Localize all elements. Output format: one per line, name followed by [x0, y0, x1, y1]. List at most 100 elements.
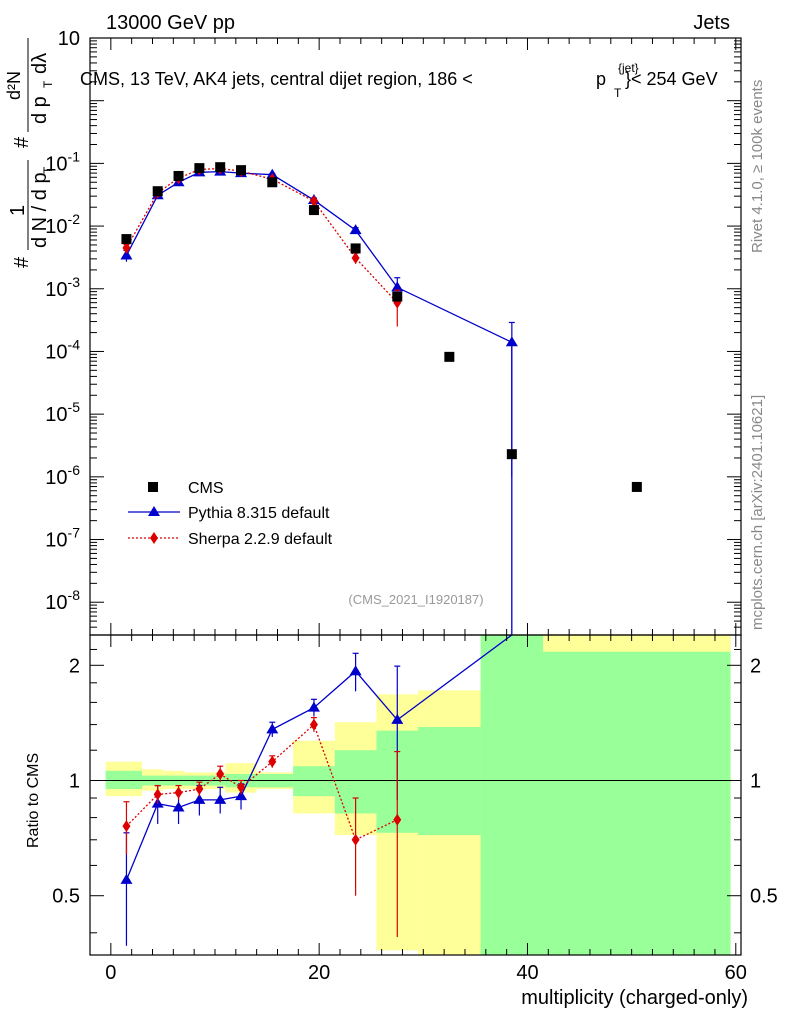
- y-tick-label: 10: [58, 28, 80, 50]
- plot-title-sub: T: [614, 86, 622, 100]
- legend-marker-cms: [148, 482, 158, 492]
- plot-title: CMS, 13 TeV, AK4 jets, central dijet reg…: [80, 69, 473, 89]
- y-tick-label: 10-4: [45, 336, 80, 363]
- legend-label-cms: CMS: [188, 480, 224, 497]
- sherpa-ratio-marker: [237, 781, 246, 794]
- cms-data-marker: [631, 481, 642, 492]
- legend: CMS Pythia 8.315 default Sherpa 2.2.9 de…: [128, 480, 333, 548]
- cms-data-marker: [444, 351, 455, 362]
- x-tick-label: 40: [516, 962, 538, 984]
- legend-label-sherpa: Sherpa 2.2.9 default: [188, 531, 333, 548]
- y-tick-label: 10-3: [45, 274, 80, 301]
- legend-label-pythia: Pythia 8.315 default: [188, 505, 330, 522]
- y-label-num1: 1: [7, 205, 29, 216]
- cms-data-marker: [392, 291, 403, 302]
- mcplots-label: mcplots.cern.ch [arXiv:2401.10621]: [749, 395, 766, 630]
- cms-data-marker: [350, 243, 361, 254]
- sherpa-ratio-marker: [351, 833, 360, 846]
- pythia-ratio-marker: [266, 723, 279, 734]
- y-label-den1-sub: T: [41, 166, 55, 174]
- y-label-den2-sub: T: [41, 80, 55, 88]
- y-tick-label: 10-5: [45, 399, 80, 426]
- ratio-tick-label-left: 1: [69, 771, 80, 793]
- plot-title-p: p: [596, 69, 606, 89]
- ratio-tick-label-left: 2: [69, 655, 80, 677]
- plot-title-sup: {jet}: [618, 61, 639, 75]
- cms-data-marker: [267, 177, 278, 188]
- sherpa-ratio-marker: [309, 718, 318, 731]
- y-tick-label: 10-2: [45, 211, 80, 238]
- band-stat-uncertainty: [480, 635, 731, 955]
- ratio-panel-series: [120, 634, 513, 946]
- pythia-ratio-marker: [214, 793, 227, 804]
- pythia-marker: [120, 249, 133, 260]
- y-label-hash2: #: [11, 136, 33, 148]
- top-panel-series: [120, 162, 642, 635]
- y-tick-label: 10-6: [45, 462, 80, 489]
- ratio-tick-label-right: 1: [750, 771, 761, 793]
- y-label-den1: d N / d p: [29, 172, 51, 248]
- sherpa-marker: [351, 251, 360, 264]
- y-label-num2: d²N: [4, 71, 24, 100]
- sherpa-marker: [122, 241, 131, 254]
- y-tick-label: 10-1: [45, 148, 80, 175]
- x-tick-label: 60: [725, 962, 747, 984]
- pythia-line: [125, 170, 513, 635]
- plot-title-tail: }< 254 GeV: [625, 69, 718, 89]
- x-tick-label: 0: [105, 962, 116, 984]
- pythia-ratio-marker: [120, 873, 133, 884]
- cms-data-marker: [506, 449, 517, 460]
- sherpa-line: [125, 167, 398, 304]
- sherpa-ratio-marker: [122, 820, 131, 833]
- header-right-label: Jets: [693, 12, 730, 34]
- y-axis-label: # 1 d N / d p T # d²N d p T dλ: [4, 38, 55, 268]
- ratio-tick-label-right: 0.5: [750, 886, 778, 908]
- cms-data-marker: [215, 162, 226, 173]
- cms-data-marker: [152, 186, 163, 197]
- header-left-label: 13000 GeV pp: [106, 12, 235, 34]
- x-tick-label: 20: [308, 962, 330, 984]
- band-stat-uncertainty: [418, 726, 481, 836]
- y-tick-label: 10-8: [45, 587, 80, 614]
- band-total-uncertainty-top: [543, 635, 731, 652]
- ratio-tick-label-left: 0.5: [52, 886, 80, 908]
- cms-data-marker: [173, 170, 184, 181]
- sherpa-ratio-marker: [268, 755, 277, 768]
- pythia-ratio-marker: [349, 665, 362, 676]
- pythia-marker: [391, 281, 404, 292]
- band-stat-uncertainty: [293, 766, 335, 797]
- pythia-ratio-marker: [235, 790, 248, 801]
- pythia-marker: [349, 224, 362, 235]
- pythia-ratio-marker: [193, 793, 206, 804]
- rivet-version-label: Rivet 4.1.0, ≥ 100k events: [749, 80, 766, 253]
- pythia-ratio-marker: [172, 801, 185, 812]
- legend-marker-pythia: [148, 506, 160, 516]
- sherpa-ratio-marker: [174, 786, 183, 799]
- sherpa-ratio-marker: [195, 783, 204, 796]
- sherpa-marker: [309, 195, 318, 208]
- cms-data-marker: [121, 234, 132, 245]
- band-stat-uncertainty: [105, 770, 143, 790]
- y-label-den2-tail: dλ: [29, 53, 51, 74]
- cms-data-marker: [194, 163, 205, 174]
- cms-data-marker: [236, 165, 247, 176]
- pythia-marker: [505, 336, 518, 347]
- cms-data-marker: [308, 205, 319, 216]
- plot-title-main: CMS, 13 TeV, AK4 jets, central dijet reg…: [80, 69, 473, 89]
- analysis-watermark: (CMS_2021_I1920187): [348, 592, 483, 607]
- sherpa-ratio-marker: [393, 813, 402, 826]
- axis-ticks: 0 20 40 60 10 10-1 10-2 10-3 10-4 10-5 10-6 10-7 10-…: [45, 28, 778, 984]
- sherpa-ratio-marker: [216, 767, 225, 780]
- ratio-panel-frame: [89, 634, 742, 956]
- y-tick-label: 10-7: [45, 525, 80, 552]
- ratio-axis-label: Ratio to CMS: [25, 753, 42, 848]
- pythia-ratio-marker: [391, 713, 404, 724]
- x-axis-label: multiplicity (charged-only): [521, 987, 748, 1009]
- legend-marker-sherpa: [150, 532, 158, 544]
- ratio-tick-label-right: 2: [750, 655, 761, 677]
- pythia-ratio-marker: [307, 701, 320, 712]
- y-label-den2: d p: [29, 96, 51, 124]
- sherpa-ratio-marker: [153, 788, 162, 801]
- sherpa-ratio-line: [126, 723, 398, 841]
